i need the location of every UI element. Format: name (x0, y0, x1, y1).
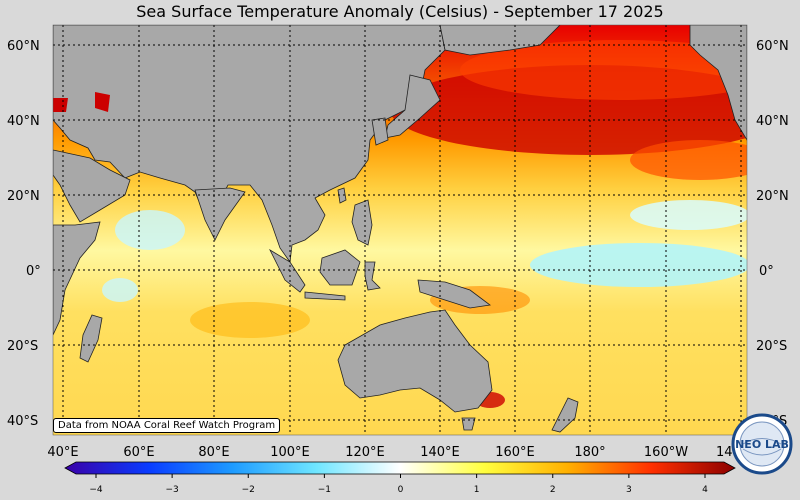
land-masses (53, 25, 747, 433)
data-credit: Data from NOAA Coral Reef Watch Program (53, 418, 281, 433)
lat-labels-left: 60°N 40°N 20°N 0° 20°S 40°S (7, 39, 41, 429)
borneo (319, 249, 361, 286)
australia (337, 309, 493, 413)
lat-label: 20°N (7, 189, 40, 204)
madagascar (79, 314, 103, 363)
lon-label: 100°E (270, 445, 310, 460)
colorbar-tick-label: 0 (398, 485, 404, 495)
lon-label: 60°E (123, 445, 154, 460)
lat-label: 20°S (7, 339, 38, 354)
new-zealand (551, 397, 579, 433)
arabian-peninsula (53, 149, 131, 223)
japan (384, 74, 441, 139)
colorbar-tick-label: −4 (89, 485, 103, 495)
lat-label: 20°N (756, 189, 789, 204)
colorbar-gradient (64, 461, 736, 475)
colorbar: −4 −3 −2 −1 0 1 2 3 4 (64, 461, 736, 495)
lat-label: 0° (759, 264, 774, 279)
colorbar-tick-label: −3 (165, 485, 178, 495)
colorbar-tick-label: 4 (702, 485, 708, 495)
lat-label: 40°S (7, 414, 38, 429)
africa-coast (53, 221, 101, 336)
logo-text: NEO LAB (735, 438, 789, 451)
philippines (351, 199, 373, 246)
lat-label: 40°N (756, 114, 789, 129)
lon-label: 40°E (47, 445, 78, 460)
colorbar-tick-label: 3 (626, 485, 632, 495)
colorbar-tick-label: 2 (550, 485, 556, 495)
lon-label: 80°E (198, 445, 229, 460)
north-america-coast (689, 25, 747, 141)
map-title: Sea Surface Temperature Anomaly (Celsius… (136, 2, 664, 21)
lon-label: 160°W (644, 445, 688, 460)
lat-label: 40°N (7, 114, 40, 129)
new-guinea (417, 279, 492, 309)
lat-label: 0° (26, 264, 41, 279)
lon-label: 140°E (420, 445, 460, 460)
colorbar-tick-label: −2 (242, 485, 255, 495)
sumatra (269, 248, 306, 293)
lon-label: 180° (574, 445, 605, 460)
lat-label: 60°N (7, 39, 40, 54)
indian-ocean-cool-patch (115, 210, 185, 250)
lat-label: 60°N (756, 39, 789, 54)
lon-labels: 40°E 60°E 80°E 100°E 120°E 140°E 160°E 1… (47, 445, 740, 460)
neo-lab-logo: NEO LAB (731, 413, 793, 475)
india (194, 187, 246, 241)
lon-label: 160°E (495, 445, 535, 460)
colorbar-tick-label: 1 (474, 485, 480, 495)
lon-label: 120°E (345, 445, 385, 460)
colorbar-tick-label: −1 (318, 485, 331, 495)
lat-labels-right: 60°N 40°N 20°N 0° 20°S 40°S (756, 39, 789, 429)
lat-label: 20°S (756, 339, 787, 354)
graticule (53, 25, 747, 435)
equatorial-cool-anomaly (530, 243, 747, 287)
